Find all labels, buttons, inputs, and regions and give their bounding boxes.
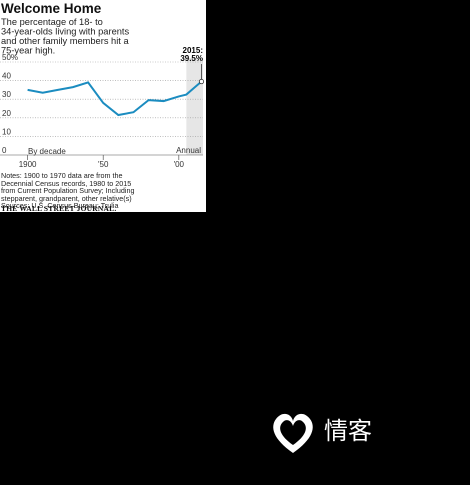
- watermark: 情客: [273, 413, 372, 453]
- y-tick-label: 40: [2, 72, 11, 81]
- data-line: [27, 80, 203, 117]
- y-tick-label: 0: [2, 146, 7, 155]
- note-line: stepparent, grandparent, other relative(…: [1, 193, 132, 203]
- note-line: Sources: U.S. Census Bureau; Trulia: [1, 201, 119, 211]
- subtitle: The percentage of 18- to: [1, 17, 103, 27]
- x-tick-label: '50: [98, 160, 109, 169]
- watermark-heart-inner: [280, 420, 306, 445]
- watermark-text: 情客: [324, 417, 372, 445]
- chart-title: Welcome Home: [1, 1, 102, 16]
- y-tick-label: 50%: [2, 53, 18, 62]
- chart-panel: Welcome Home The percentage of 18- to 34-…: [0, 0, 206, 213]
- subtitle: and other family members hit a: [1, 36, 129, 46]
- x-tick-label: 1900: [19, 160, 37, 169]
- chart: Welcome Home The percentage of 18- to34-…: [0, 1, 205, 169]
- subtitle: 34-year-olds living with parents: [1, 27, 130, 37]
- end-point: [198, 78, 205, 85]
- source: THE WALL STREET JOURNAL.: [1, 204, 117, 213]
- subtitle: 75-year high.: [1, 46, 55, 56]
- y-tick-label: 10: [2, 127, 11, 136]
- period-label: By decade: [28, 147, 66, 156]
- note-line: Notes: 1900 to 1970 data are from the: [1, 171, 123, 180]
- period-label: Annual: [176, 146, 201, 155]
- annual-shade: [186, 58, 203, 155]
- note-line: Decennial Census records, 1980 to 2015: [1, 178, 132, 188]
- y-tick-label: 20: [2, 109, 11, 118]
- notes: Notes: 1900 to 1970 data are from the Dec…: [1, 172, 204, 210]
- x-tick-label: '00: [174, 160, 185, 169]
- note-line: from Current Population Survey; Includin…: [1, 186, 135, 196]
- y-tick-label: 30: [2, 90, 11, 99]
- annotation: 2015:: [183, 46, 203, 55]
- value-label: 39.5%: [180, 54, 203, 63]
